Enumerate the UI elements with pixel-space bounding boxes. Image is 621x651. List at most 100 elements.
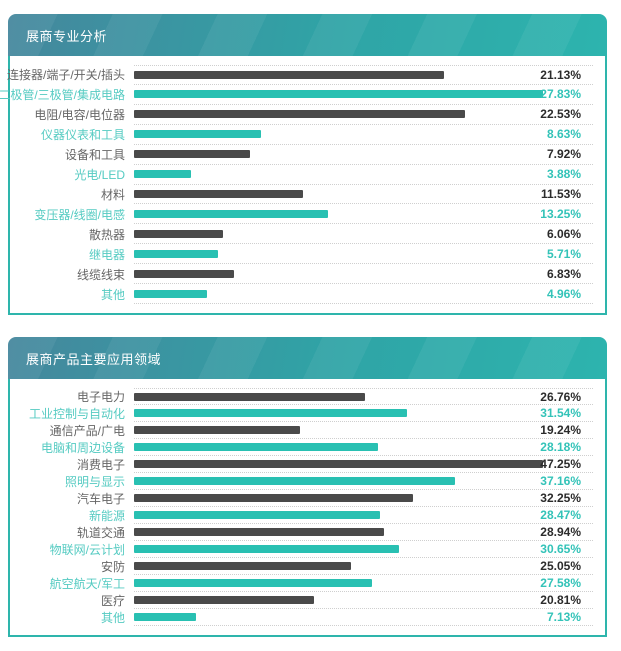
category-label: 线缆线束 xyxy=(76,267,125,282)
category-label: 新能源 xyxy=(88,509,125,523)
chart-row: 散热器 6.06% xyxy=(16,224,593,245)
bar xyxy=(134,392,366,401)
category-label: 连接器/端子/开关/插头 xyxy=(6,68,125,83)
category-label: 消费电子 xyxy=(76,458,125,472)
bar-track: 13.25% xyxy=(134,204,593,225)
value-label: 27.83% xyxy=(540,87,581,102)
bar-track: 32.25% xyxy=(134,490,593,507)
value-label: 5.71% xyxy=(546,246,581,261)
bar xyxy=(134,170,191,179)
value-label: 47.25% xyxy=(540,457,581,471)
value-label: 37.16% xyxy=(540,474,581,488)
chart-row: 安防 25.05% xyxy=(16,558,593,575)
chart-row: 工业控制与自动化 31.54% xyxy=(16,405,593,422)
bar xyxy=(134,289,207,298)
chart-row: 其他 7.13% xyxy=(16,609,593,626)
bar xyxy=(134,209,329,218)
bar xyxy=(134,426,301,434)
panel-title: 展商产品主要应用领域 xyxy=(26,351,162,367)
bar xyxy=(134,494,413,502)
category-label: 工业控制与自动化 xyxy=(28,407,125,421)
bar xyxy=(134,511,381,519)
bar-track: 4.96% xyxy=(134,284,593,305)
chart-row: 轨道交通 28.94% xyxy=(16,524,593,541)
bar xyxy=(134,528,385,536)
bar-track: 6.06% xyxy=(134,224,593,245)
chart-row: 医疗 20.81% xyxy=(16,592,593,609)
bar-track: 26.76% xyxy=(134,388,593,405)
bar-track: 31.54% xyxy=(134,405,593,422)
value-label: 21.13% xyxy=(540,67,581,82)
bar xyxy=(134,110,465,119)
bar xyxy=(134,189,304,198)
category-label: 汽车电子 xyxy=(76,492,125,506)
value-label: 19.24% xyxy=(540,423,581,437)
bar-track: 47.25% xyxy=(134,456,593,473)
bar xyxy=(134,545,399,553)
value-label: 22.53% xyxy=(540,107,581,122)
value-label: 4.96% xyxy=(546,286,581,301)
value-label: 27.58% xyxy=(540,576,581,590)
value-label: 20.81% xyxy=(540,593,581,607)
bar xyxy=(134,613,196,621)
bar xyxy=(134,90,543,99)
chart-row: 材料 11.53% xyxy=(16,185,593,205)
bar-track: 20.81% xyxy=(134,592,593,609)
category-label: 安防 xyxy=(100,560,125,574)
category-label: 电子电力 xyxy=(76,390,125,404)
bar xyxy=(134,229,223,238)
bar-track: 28.47% xyxy=(134,507,593,524)
chart-row: 其他 4.96% xyxy=(16,284,593,305)
bar xyxy=(134,460,543,468)
panel-header: 展商产品主要应用领域 xyxy=(8,337,607,379)
chart-row: 通信产品/广电 19.24% xyxy=(16,422,593,439)
chart-row: 继电器 5.71% xyxy=(16,244,593,265)
bar-track: 7.92% xyxy=(134,145,593,165)
value-label: 28.18% xyxy=(540,440,581,454)
bar-track: 11.53% xyxy=(134,185,593,205)
bar-track: 28.94% xyxy=(134,524,593,541)
chart-row: 电子电力 26.76% xyxy=(16,388,593,405)
chart-row: 线缆线束 6.83% xyxy=(16,264,593,285)
panel-title: 展商专业分析 xyxy=(26,28,108,44)
bar xyxy=(134,269,235,278)
bar-track: 30.65% xyxy=(134,541,593,558)
value-label: 13.25% xyxy=(540,206,581,221)
value-label: 30.65% xyxy=(540,542,581,556)
bar-track: 19.24% xyxy=(134,422,593,439)
application-fields-panel: 展商产品主要应用领域 电子电力 26.76% 工业控制与自动化 31.54% 通信产品/… xyxy=(8,337,607,637)
chart-row: 物联网/云计划 30.65% xyxy=(16,541,593,558)
category-label: 轨道交通 xyxy=(76,526,125,540)
bar xyxy=(134,249,218,258)
value-label: 28.94% xyxy=(540,525,581,539)
category-label: 照明与显示 xyxy=(64,475,125,489)
chart-row: 仪器仪表和工具 8.63% xyxy=(16,125,593,145)
category-label: 继电器 xyxy=(88,247,125,262)
bar-track: 5.71% xyxy=(134,244,593,265)
category-label: 航空航天/军工 xyxy=(49,577,125,591)
bar-track: 21.13% xyxy=(134,65,593,85)
chart-row: 电阻/电容/电位器 22.53% xyxy=(16,105,593,125)
bar-chart-applications: 电子电力 26.76% 工业控制与自动化 31.54% 通信产品/广电 19.24% 电脑和… xyxy=(8,379,607,637)
bar xyxy=(134,477,456,485)
bar-track: 22.53% xyxy=(134,105,593,125)
chart-row: 电脑和周边设备 28.18% xyxy=(16,439,593,456)
bar xyxy=(134,130,261,139)
bar xyxy=(134,596,314,604)
bar xyxy=(134,562,351,570)
bar-track: 37.16% xyxy=(134,473,593,490)
category-label: 光电/LED xyxy=(74,168,125,183)
category-label: 通信产品/广电 xyxy=(49,424,125,438)
category-label: 设备和工具 xyxy=(64,148,125,163)
category-label: 电阻/电容/电位器 xyxy=(34,108,125,123)
category-label: 仪器仪表和工具 xyxy=(40,128,125,143)
bar-track: 27.58% xyxy=(134,575,593,592)
value-label: 28.47% xyxy=(540,508,581,522)
value-label: 11.53% xyxy=(540,186,581,201)
exhibitor-profession-panel: 展商专业分析 连接器/端子/开关/插头 21.13% 二极管/三极管/集成电路 27.… xyxy=(0,14,607,315)
bar-track: 8.63% xyxy=(134,125,593,145)
category-label: 材料 xyxy=(100,187,125,202)
chart-row: 新能源 28.47% xyxy=(16,507,593,524)
chart-row: 连接器/端子/开关/插头 21.13% xyxy=(6,65,593,85)
chart-row: 设备和工具 7.92% xyxy=(16,145,593,165)
